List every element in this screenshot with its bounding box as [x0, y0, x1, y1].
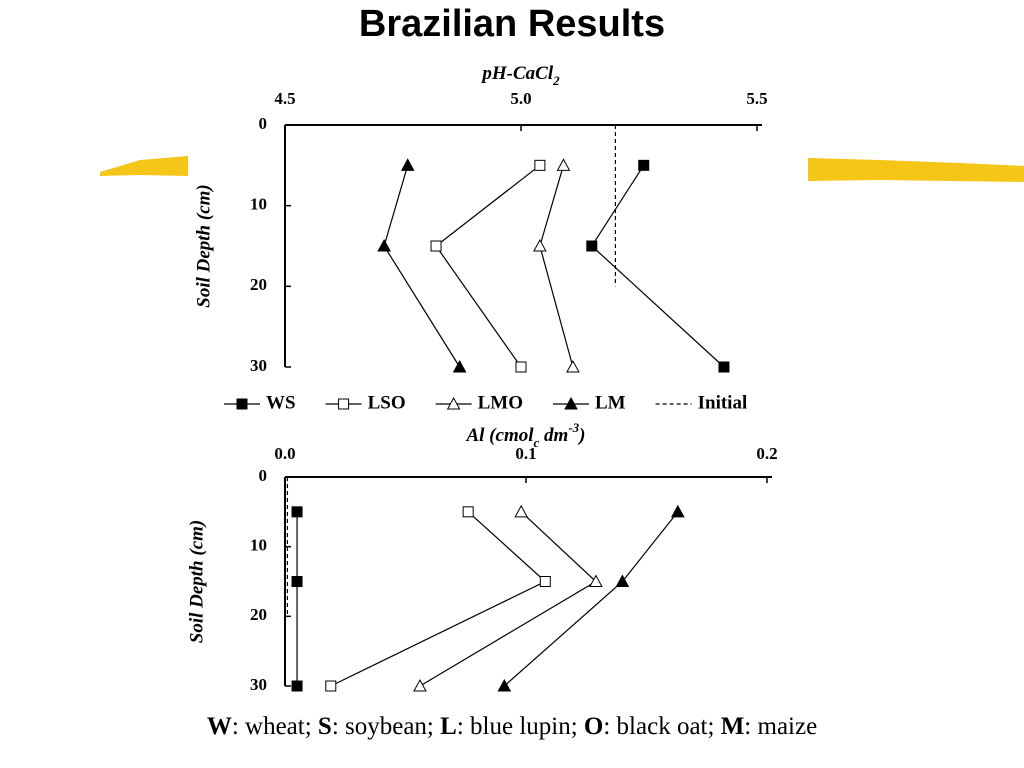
y-axis-title: Soil Depth (cm)	[193, 184, 214, 308]
y-tick-label: 30	[250, 356, 267, 375]
caption-part: : blue lupin;	[457, 713, 584, 740]
marker	[291, 680, 303, 692]
y-tick-label: 20	[250, 275, 267, 294]
x-axis-title-part: 2	[552, 73, 560, 88]
marker	[338, 398, 350, 410]
marker	[615, 574, 630, 587]
x-tick-label: 0.0	[274, 444, 295, 463]
marker	[446, 396, 461, 410]
y-tick-label: 0	[259, 114, 268, 133]
marker	[400, 158, 415, 171]
marker	[533, 238, 547, 252]
legend-label: LSO	[368, 392, 406, 413]
legend-label: LMO	[478, 392, 523, 413]
marker	[586, 240, 598, 252]
caption-part: : wheat;	[232, 713, 318, 740]
marker	[291, 506, 303, 518]
marker	[452, 359, 467, 373]
marker	[430, 240, 442, 252]
caption-part: W	[207, 713, 232, 740]
marker	[589, 574, 603, 587]
x-tick-label: 0.1	[515, 444, 536, 463]
x-axis-title: pH-CaCl2	[480, 63, 560, 88]
caption-part: : black oat;	[603, 713, 720, 740]
x-tick-label: 5.5	[746, 89, 767, 108]
marker	[638, 159, 650, 171]
marker	[236, 398, 248, 410]
caption-part: S	[318, 713, 332, 740]
y-tick-label: 10	[250, 536, 267, 555]
caption-part: : soybean;	[332, 713, 440, 740]
x-tick-label: 5.0	[510, 89, 531, 108]
decor-stroke	[808, 158, 1024, 182]
marker	[497, 678, 512, 692]
legend-label: Initial	[698, 392, 748, 413]
marker	[514, 504, 529, 518]
marker	[718, 361, 730, 373]
y-tick-label: 10	[250, 195, 267, 214]
marker	[534, 159, 546, 171]
y-axis-title: Soil Depth (cm)	[186, 520, 207, 644]
y-tick-label: 30	[250, 675, 267, 694]
x-axis-title-part: )	[577, 425, 585, 446]
y-tick-label: 20	[250, 605, 267, 624]
marker	[377, 238, 391, 252]
caption-part: M	[721, 713, 745, 740]
marker	[515, 361, 527, 373]
y-tick-label: 0	[259, 466, 268, 485]
x-tick-label: 4.5	[274, 89, 295, 108]
x-axis-title-part: pH-CaCl	[480, 63, 553, 84]
slide-title: Brazilian Results	[359, 3, 665, 45]
marker	[566, 359, 580, 373]
marker	[462, 506, 474, 518]
legend-label: LM	[595, 392, 626, 413]
marker	[539, 576, 551, 587]
marker	[670, 504, 685, 518]
x-tick-label: 0.2	[756, 444, 777, 463]
x-axis-title-part: -3	[568, 420, 579, 435]
decor-stroke	[100, 156, 188, 176]
caption-part: L	[440, 713, 457, 740]
x-axis-title-part: dm	[539, 425, 568, 446]
marker	[556, 158, 571, 171]
marker	[564, 396, 578, 410]
marker	[291, 576, 303, 587]
caption-part: : maize	[744, 713, 817, 740]
marker	[413, 678, 427, 692]
x-axis-title-part: c	[534, 435, 540, 450]
caption: W: wheat; S: soybean; L: blue lupin; O: …	[207, 713, 817, 740]
legend-label: WS	[266, 392, 296, 413]
caption-part: O	[584, 713, 603, 740]
x-axis-title-part: Al (cmol	[465, 425, 534, 446]
marker	[325, 680, 337, 692]
x-axis-title: Al (cmolc dm-3)	[465, 420, 585, 450]
